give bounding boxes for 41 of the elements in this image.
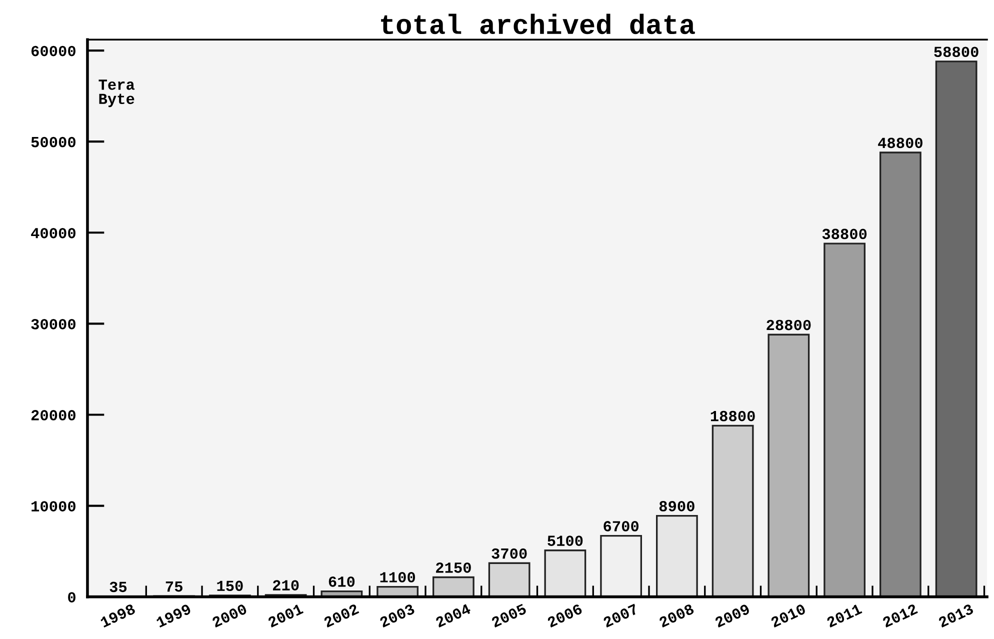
- y-axis-title: Tera Byte: [98, 80, 135, 108]
- x-tick-label: 2012: [882, 604, 918, 628]
- y-tick-label: 60000: [31, 46, 76, 56]
- data-label: 48800: [878, 138, 922, 148]
- x-tick-label: 2006: [546, 604, 583, 628]
- y-tick-label: 10000: [32, 501, 76, 512]
- data-label: 3700: [492, 548, 527, 559]
- y-tick-label: 40000: [31, 228, 76, 238]
- chart-title: total archived data: [381, 14, 695, 34]
- data-label: 58800: [934, 46, 978, 58]
- x-tick-label: 2000: [212, 604, 248, 628]
- data-label: 210: [272, 580, 299, 591]
- data-label: 150: [217, 580, 243, 592]
- y-tick-label: 30000: [31, 319, 76, 330]
- x-tick-label: 1999: [156, 604, 192, 628]
- x-tick-label: 2007: [602, 604, 638, 628]
- x-tick-label: 2009: [714, 604, 750, 628]
- x-tick-label: 1998: [100, 604, 136, 628]
- y-tick-label: 50000: [31, 136, 76, 148]
- data-label: 28800: [766, 320, 811, 330]
- data-label: 2150: [436, 562, 471, 573]
- x-tick-label: 2008: [658, 604, 695, 628]
- x-tick-label: 2003: [379, 603, 416, 628]
- data-label: 35: [110, 582, 127, 592]
- data-label: 5100: [548, 536, 583, 546]
- data-label: 18800: [710, 410, 755, 422]
- y-tick-label: 20000: [31, 410, 76, 420]
- x-tick-label: 2010: [770, 604, 806, 628]
- data-label: 6700: [604, 521, 639, 532]
- data-label: 75: [166, 582, 182, 592]
- x-tick-label: 2011: [826, 603, 862, 628]
- data-label: 38800: [822, 228, 867, 240]
- x-tick-label: 2004: [435, 603, 472, 628]
- x-tick-label: 2001: [267, 603, 304, 628]
- x-tick-label: 2005: [490, 603, 527, 628]
- x-tick-label: 2013: [938, 603, 974, 628]
- y-tick-label: 0: [68, 592, 76, 603]
- data-label: 610: [328, 576, 355, 587]
- data-label: 1100: [380, 572, 416, 582]
- data-label: 8900: [659, 501, 694, 512]
- x-tick-label: 2002: [323, 604, 360, 628]
